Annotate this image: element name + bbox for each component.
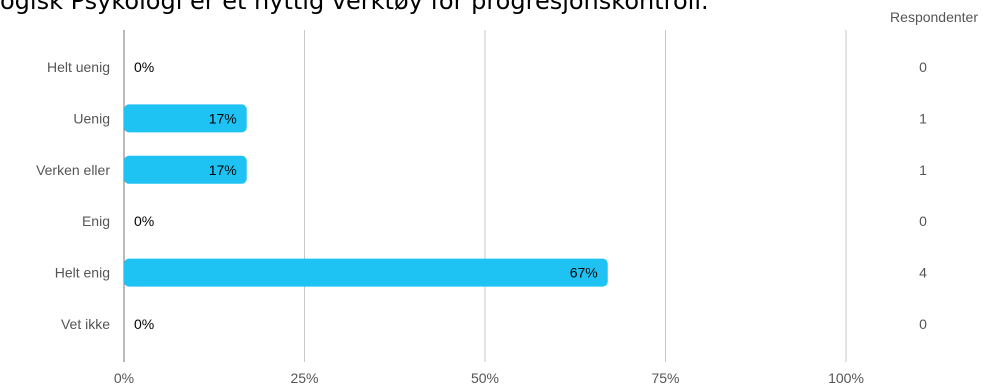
x-tick-label: 0% bbox=[114, 370, 134, 386]
x-tick-label: 75% bbox=[651, 370, 679, 386]
respondents-header: Respondenter bbox=[890, 9, 978, 25]
x-tick-label: 50% bbox=[471, 370, 499, 386]
respondent-count: 4 bbox=[919, 265, 927, 281]
bar bbox=[124, 104, 247, 133]
respondent-count: 0 bbox=[919, 59, 927, 75]
bar-value-label: 17% bbox=[209, 162, 237, 178]
bar-value-label: 0% bbox=[134, 213, 154, 229]
chart-title: ogisk Psykologi er et nyttig verktøy for… bbox=[0, 0, 709, 15]
respondent-count: 1 bbox=[919, 110, 927, 126]
bar-value-label: 17% bbox=[209, 110, 237, 126]
respondent-count: 0 bbox=[919, 316, 927, 332]
bar-value-label: 0% bbox=[134, 316, 154, 332]
category-label: Uenig bbox=[73, 110, 110, 126]
bar-value-label: 67% bbox=[570, 265, 598, 281]
x-tick-label: 100% bbox=[828, 370, 864, 386]
bar-value-label: 0% bbox=[134, 59, 154, 75]
category-label: Helt uenig bbox=[47, 59, 110, 75]
bar bbox=[124, 258, 608, 287]
category-label: Vet ikke bbox=[61, 316, 110, 332]
category-label: Helt enig bbox=[55, 265, 110, 281]
x-tick-label: 25% bbox=[290, 370, 318, 386]
respondent-count: 0 bbox=[919, 213, 927, 229]
category-label: Verken eller bbox=[36, 162, 110, 178]
bar bbox=[124, 155, 247, 184]
respondent-count: 1 bbox=[919, 162, 927, 178]
category-label: Enig bbox=[82, 213, 110, 229]
